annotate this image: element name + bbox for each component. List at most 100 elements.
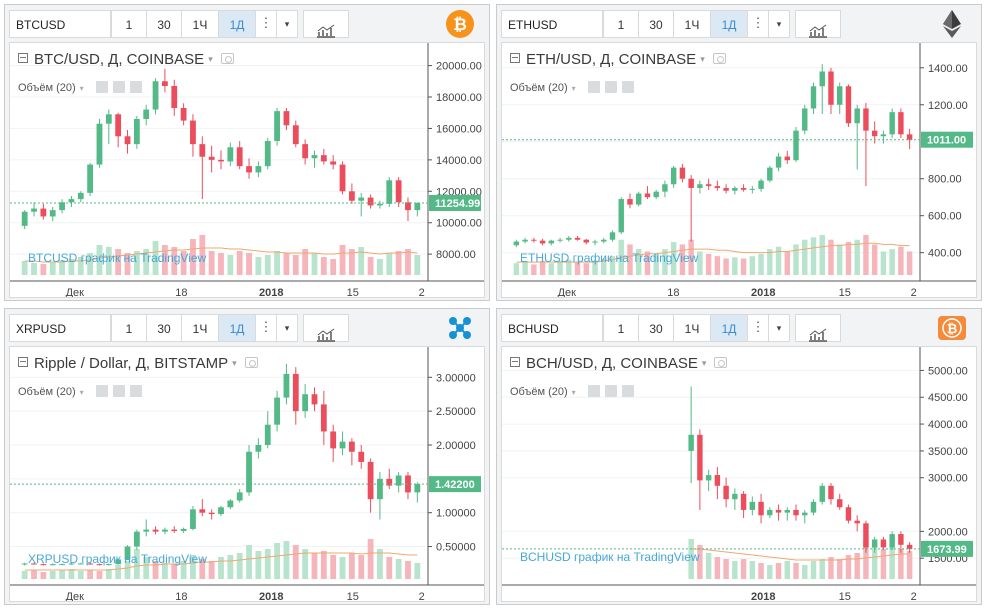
interval-dropdown-button[interactable]: ▾ xyxy=(768,314,790,342)
price-tick-label: 2.50000 xyxy=(436,406,476,418)
interval-dropdown-button[interactable]: ▾ xyxy=(276,10,298,38)
interval-1-button[interactable]: 1 xyxy=(603,10,639,38)
eye-icon[interactable] xyxy=(714,357,728,368)
candle-body xyxy=(49,210,56,217)
price-chart[interactable]: 1400.00 1200.00 800.00 600.00 400.00 1011.00 Д… xyxy=(501,42,977,298)
eye-icon[interactable] xyxy=(587,81,600,93)
candlestick-plot: 5000.00 4500.00 4000.00 3500.00 3000.00 2000.… xyxy=(502,347,976,601)
symbol-input[interactable]: ETHUSD xyxy=(501,10,603,38)
caret-down-icon[interactable]: ▾ xyxy=(700,54,705,64)
interval-30-button[interactable]: 30 xyxy=(146,314,182,342)
candle-body xyxy=(522,239,528,242)
indicators-button[interactable] xyxy=(795,10,841,38)
volume-bar xyxy=(320,257,327,275)
tradingview-link[interactable]: ETHUSD график на TradingView xyxy=(520,251,699,265)
indicators-button[interactable] xyxy=(303,314,349,342)
indicators-button[interactable] xyxy=(795,314,841,342)
eye-icon[interactable] xyxy=(220,53,234,64)
interval-1d-button[interactable]: 1Д xyxy=(710,10,748,38)
volume-bar xyxy=(124,253,131,275)
caret-down-icon[interactable]: ▾ xyxy=(571,84,576,93)
symbol-input[interactable]: BCHUSD xyxy=(501,314,603,342)
gear-icon[interactable] xyxy=(604,385,617,397)
volume-ma-line xyxy=(516,242,910,263)
time-tick-label: 15 xyxy=(347,591,359,601)
interval-1h-button[interactable]: 1Ч xyxy=(181,314,219,342)
caret-down-icon[interactable]: ▾ xyxy=(701,358,707,368)
more-intervals-button[interactable]: ⋮ xyxy=(747,314,769,342)
interval-dropdown-button[interactable]: ▾ xyxy=(768,10,790,38)
interval-1d-button[interactable]: 1Д xyxy=(218,10,256,38)
close-icon[interactable] xyxy=(129,385,142,397)
collapse-icon[interactable] xyxy=(18,53,28,63)
tradingview-link[interactable]: BTCUSD график на TradingView xyxy=(28,251,207,265)
candle-body xyxy=(414,202,421,211)
gear-icon[interactable] xyxy=(112,385,125,397)
interval-1h-button[interactable]: 1Ч xyxy=(181,10,219,38)
eye-icon[interactable] xyxy=(244,357,258,368)
eye-icon[interactable] xyxy=(95,81,108,93)
volume-bar xyxy=(697,545,703,579)
indicators-icon xyxy=(809,24,827,38)
collapse-icon[interactable] xyxy=(510,53,520,63)
interval-1h-button[interactable]: 1Ч xyxy=(673,10,711,38)
price-chart[interactable]: 20000.00 18000.00 16000.00 14000.00 12000.00… xyxy=(9,42,485,298)
interval-1-button[interactable]: 1 xyxy=(111,314,147,342)
interval-1-button[interactable]: 1 xyxy=(603,314,639,342)
candlestick-plot: 1400.00 1200.00 800.00 600.00 400.00 1011.00 Д… xyxy=(502,43,976,297)
volume-bar xyxy=(208,561,215,579)
more-intervals-button[interactable]: ⋮ xyxy=(255,10,277,38)
price-tick-label: 18000.00 xyxy=(436,92,482,104)
last-price-label: 1.42200 xyxy=(435,479,475,491)
interval-1d-button[interactable]: 1Д xyxy=(710,314,748,342)
gear-icon[interactable] xyxy=(604,81,617,93)
tradingview-link[interactable]: XRPUSD график на TradingView xyxy=(28,552,207,566)
interval-30-button[interactable]: 30 xyxy=(146,10,182,38)
symbol-input[interactable]: XRPUSD xyxy=(9,314,111,342)
volume-bar xyxy=(302,249,309,275)
caret-down-icon[interactable]: ▾ xyxy=(232,358,237,368)
interval-30-button[interactable]: 30 xyxy=(638,10,674,38)
collapse-icon[interactable] xyxy=(18,357,28,367)
interval-1d-button[interactable]: 1Д xyxy=(218,314,256,342)
interval-1h-button[interactable]: 1Ч xyxy=(673,314,711,342)
caret-down-icon[interactable]: ▾ xyxy=(208,54,213,64)
close-icon[interactable] xyxy=(621,385,634,397)
more-intervals-button[interactable]: ⋮ xyxy=(255,314,277,342)
interval-1-button[interactable]: 1 xyxy=(111,10,147,38)
eye-icon[interactable] xyxy=(95,385,108,397)
eye-icon[interactable] xyxy=(587,385,600,397)
interval-30-button[interactable]: 30 xyxy=(638,314,674,342)
price-tick-label: 16000.00 xyxy=(436,123,482,135)
collapse-icon[interactable] xyxy=(510,357,520,367)
volume-bar xyxy=(574,262,581,275)
volume-label: Объём (20) xyxy=(18,82,76,94)
volume-bar xyxy=(255,551,262,579)
eye-icon[interactable] xyxy=(712,53,726,64)
tradingview-link[interactable]: BCHUSD график на TradingView xyxy=(520,550,700,564)
candle-body xyxy=(548,240,555,244)
close-icon[interactable] xyxy=(621,81,634,93)
candle-body xyxy=(31,208,37,212)
candle-body xyxy=(767,167,773,181)
close-icon[interactable] xyxy=(129,81,142,93)
caret-down-icon[interactable]: ▾ xyxy=(79,388,84,397)
volume-bar xyxy=(414,563,421,579)
chart-title: ETH/USD, Д, COINBASE ▾ xyxy=(510,51,726,68)
caret-down-icon[interactable]: ▾ xyxy=(571,388,576,397)
volume-bar xyxy=(133,251,140,275)
volume-bar xyxy=(302,549,309,579)
price-tick-label: 3000.00 xyxy=(928,473,968,485)
gear-icon[interactable] xyxy=(112,81,125,93)
symbol-input[interactable]: BTCUSD xyxy=(9,10,111,38)
volume-bar xyxy=(601,258,607,275)
more-intervals-button[interactable]: ⋮ xyxy=(747,10,769,38)
time-tick-label: 2018 xyxy=(751,287,775,297)
interval-dropdown-button[interactable]: ▾ xyxy=(276,314,298,342)
volume-bar xyxy=(880,251,887,275)
last-price-badge xyxy=(921,540,973,557)
indicators-button[interactable] xyxy=(303,10,349,38)
caret-down-icon[interactable]: ▾ xyxy=(79,84,84,93)
price-chart[interactable]: 3.00000 2.50000 2.00000 1.00000 0.50000 1.422… xyxy=(9,346,485,602)
price-chart[interactable]: 5000.00 4500.00 4000.00 3500.00 3000.00 2000.… xyxy=(501,346,977,602)
